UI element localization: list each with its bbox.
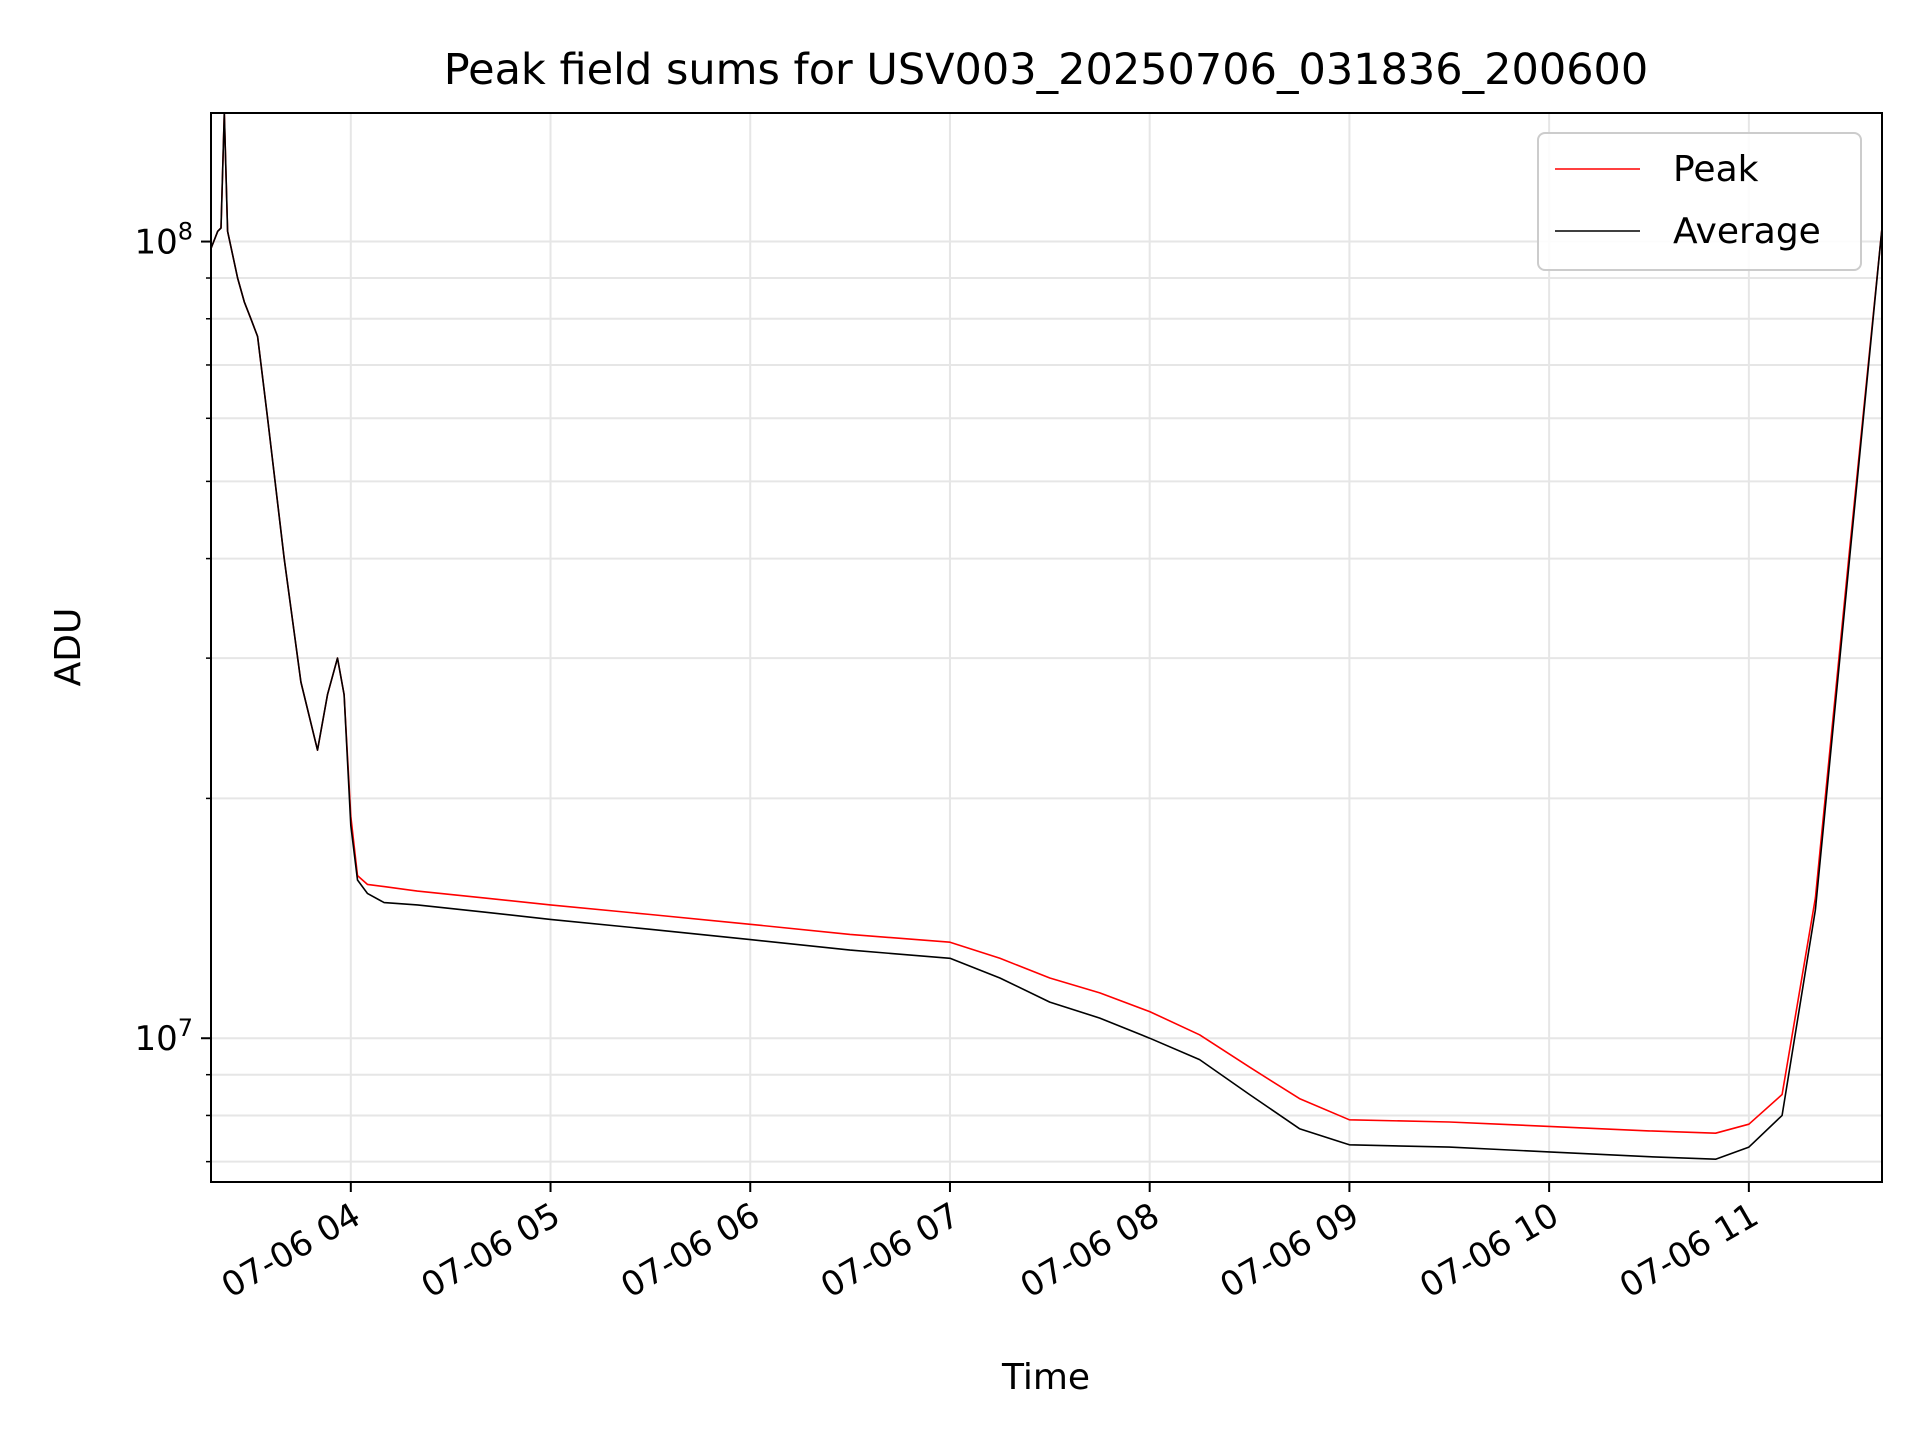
x-axis-label: Time [1001, 1357, 1090, 1398]
chart-title: Peak field sums for USV003_20250706_0318… [444, 45, 1649, 95]
legend: Peak Average [1537, 132, 1862, 271]
grid [211, 113, 1882, 1182]
legend-box [1537, 132, 1862, 271]
y-tick-label: 108 [134, 218, 193, 263]
plot-frame [210, 112, 1883, 1183]
series-lines [210, 112, 1883, 1160]
legend-peak-label: Peak [1673, 149, 1759, 190]
y-tick-label: 107 [134, 1014, 193, 1059]
y-axis-label: ADU [48, 608, 89, 687]
legend-average-label: Average [1673, 211, 1821, 252]
series-line-average [210, 112, 1883, 1160]
